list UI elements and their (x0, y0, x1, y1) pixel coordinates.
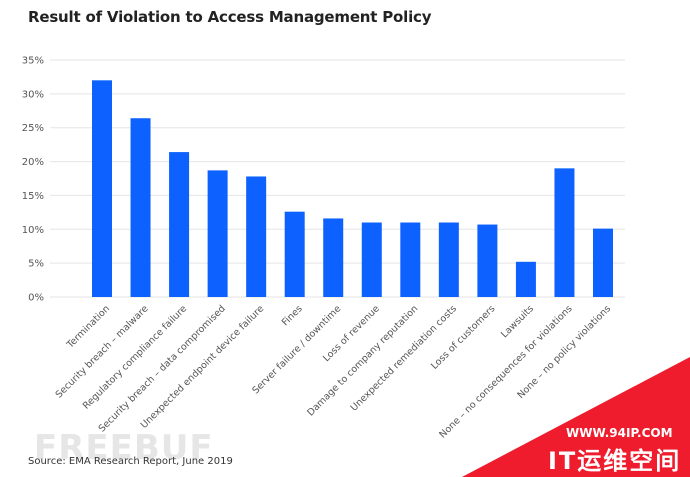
bar (323, 218, 344, 297)
badge-triangle (462, 357, 690, 477)
bar (361, 222, 382, 297)
source-note: Source: EMA Research Report, June 2019 (28, 456, 233, 467)
bar (593, 228, 613, 297)
bar (400, 222, 421, 297)
bar (130, 118, 151, 297)
bar (515, 261, 536, 297)
badge-brand-text: IT运维空间 (548, 447, 682, 475)
bar (207, 170, 228, 297)
y-tick-label: 20% (22, 157, 44, 168)
y-axis-ticks: 0% 5% 10% 15% 20% 25% 30% 35% (22, 56, 44, 304)
y-tick-label: 30% (22, 89, 44, 100)
bar (554, 168, 575, 297)
bar (246, 176, 267, 297)
y-tick-label: 5% (28, 259, 44, 270)
bars (92, 80, 613, 297)
bar (169, 152, 190, 297)
y-tick-label: 0% (28, 293, 44, 304)
y-tick-label: 15% (22, 191, 44, 202)
watermark-logo: FREEBUF (34, 428, 214, 468)
bar (438, 222, 459, 297)
bar (284, 211, 305, 297)
y-tick-label: 25% (22, 123, 44, 134)
y-tick-label: 10% (22, 225, 44, 236)
bar (92, 80, 112, 297)
badge-url-text: WWW.94IP.COM (566, 426, 673, 440)
chart-title: Result of Violation to Access Management… (28, 8, 432, 26)
bar (477, 224, 498, 297)
y-tick-label: 35% (22, 56, 44, 67)
